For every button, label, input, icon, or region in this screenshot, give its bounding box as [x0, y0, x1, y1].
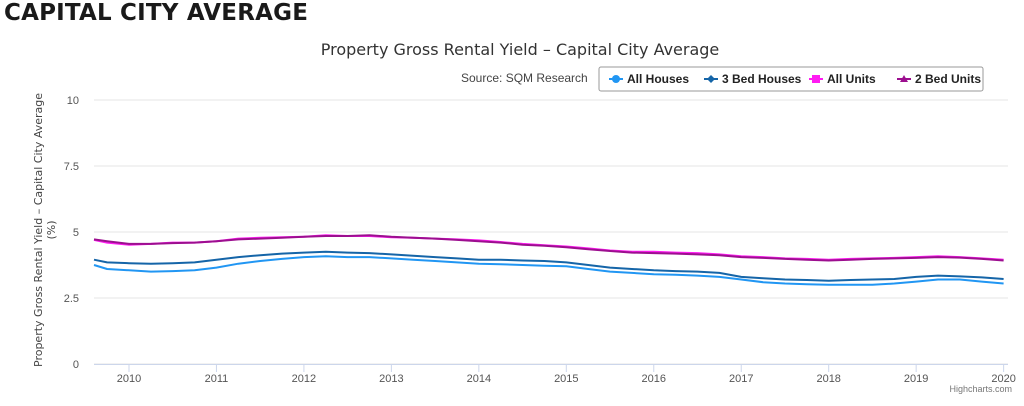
y-axis-labels: 0 2.5 5 7.5 10: [64, 95, 79, 371]
series-line-2-bed-units[interactable]: [93, 234, 1004, 262]
chart-source: Source: SQM Research: [461, 71, 588, 85]
series-line-3-bed-houses[interactable]: [93, 250, 1004, 282]
x-tick-label: 2011: [205, 373, 229, 385]
legend-label: 3 Bed Houses: [722, 72, 802, 86]
x-axis: 2010 2011 2012 2013 2014 2015 2016 2017 2018 2019…: [94, 364, 1016, 385]
y-tick-label: 0: [73, 359, 79, 371]
x-tick-label: 2016: [642, 373, 666, 385]
legend-marker: [612, 75, 620, 83]
chart-title: Property Gross Rental Yield – Capital Ci…: [321, 40, 720, 59]
y-axis-unit: (%): [45, 220, 58, 239]
x-tick-label: 2013: [379, 373, 403, 385]
x-tick-label: 2010: [117, 373, 141, 385]
x-tick-label: 2018: [816, 373, 840, 385]
legend-label: 2 Bed Units: [915, 72, 981, 86]
legend-box: [598, 66, 984, 92]
y-tick-label: 7.5: [64, 161, 79, 173]
y-axis-title: Property Gross Rental Yield – Capital Ci…: [32, 93, 45, 367]
x-tick-label: 2015: [554, 373, 578, 385]
series-group: [93, 234, 1004, 286]
legend-item-all-units[interactable]: All Units: [809, 72, 876, 86]
legend-marker: [707, 75, 715, 83]
chart-legend: All Houses 3 Bed Houses All Units 2 Bed Uni…: [598, 66, 984, 92]
y-tick-label: 2.5: [64, 293, 79, 305]
x-tick-label: 2019: [904, 373, 928, 385]
legend-item-all-houses[interactable]: All Houses: [609, 72, 689, 86]
x-tick-label: 2017: [729, 373, 753, 385]
legend-label: All Houses: [627, 72, 689, 86]
series-line-all-units[interactable]: [93, 234, 1004, 261]
legend-item-3-bed-houses[interactable]: 3 Bed Houses: [704, 72, 802, 86]
x-tick-label: 2014: [467, 373, 491, 385]
series-line-all-houses[interactable]: [93, 255, 1004, 286]
legend-marker: [900, 75, 908, 82]
legend-item-2-bed-units[interactable]: 2 Bed Units: [897, 72, 981, 86]
x-tick-label: 2020: [991, 373, 1015, 385]
x-tick-label: 2012: [292, 373, 316, 385]
chart-grid: [94, 99, 1008, 365]
y-tick-label: 5: [73, 227, 79, 239]
legend-label: All Units: [827, 72, 876, 86]
highcharts-credit[interactable]: Highcharts.com: [949, 384, 1012, 394]
page-heading: CAPITAL CITY AVERAGE: [4, 0, 309, 26]
y-tick-label: 10: [67, 95, 79, 107]
legend-marker: [812, 75, 820, 83]
